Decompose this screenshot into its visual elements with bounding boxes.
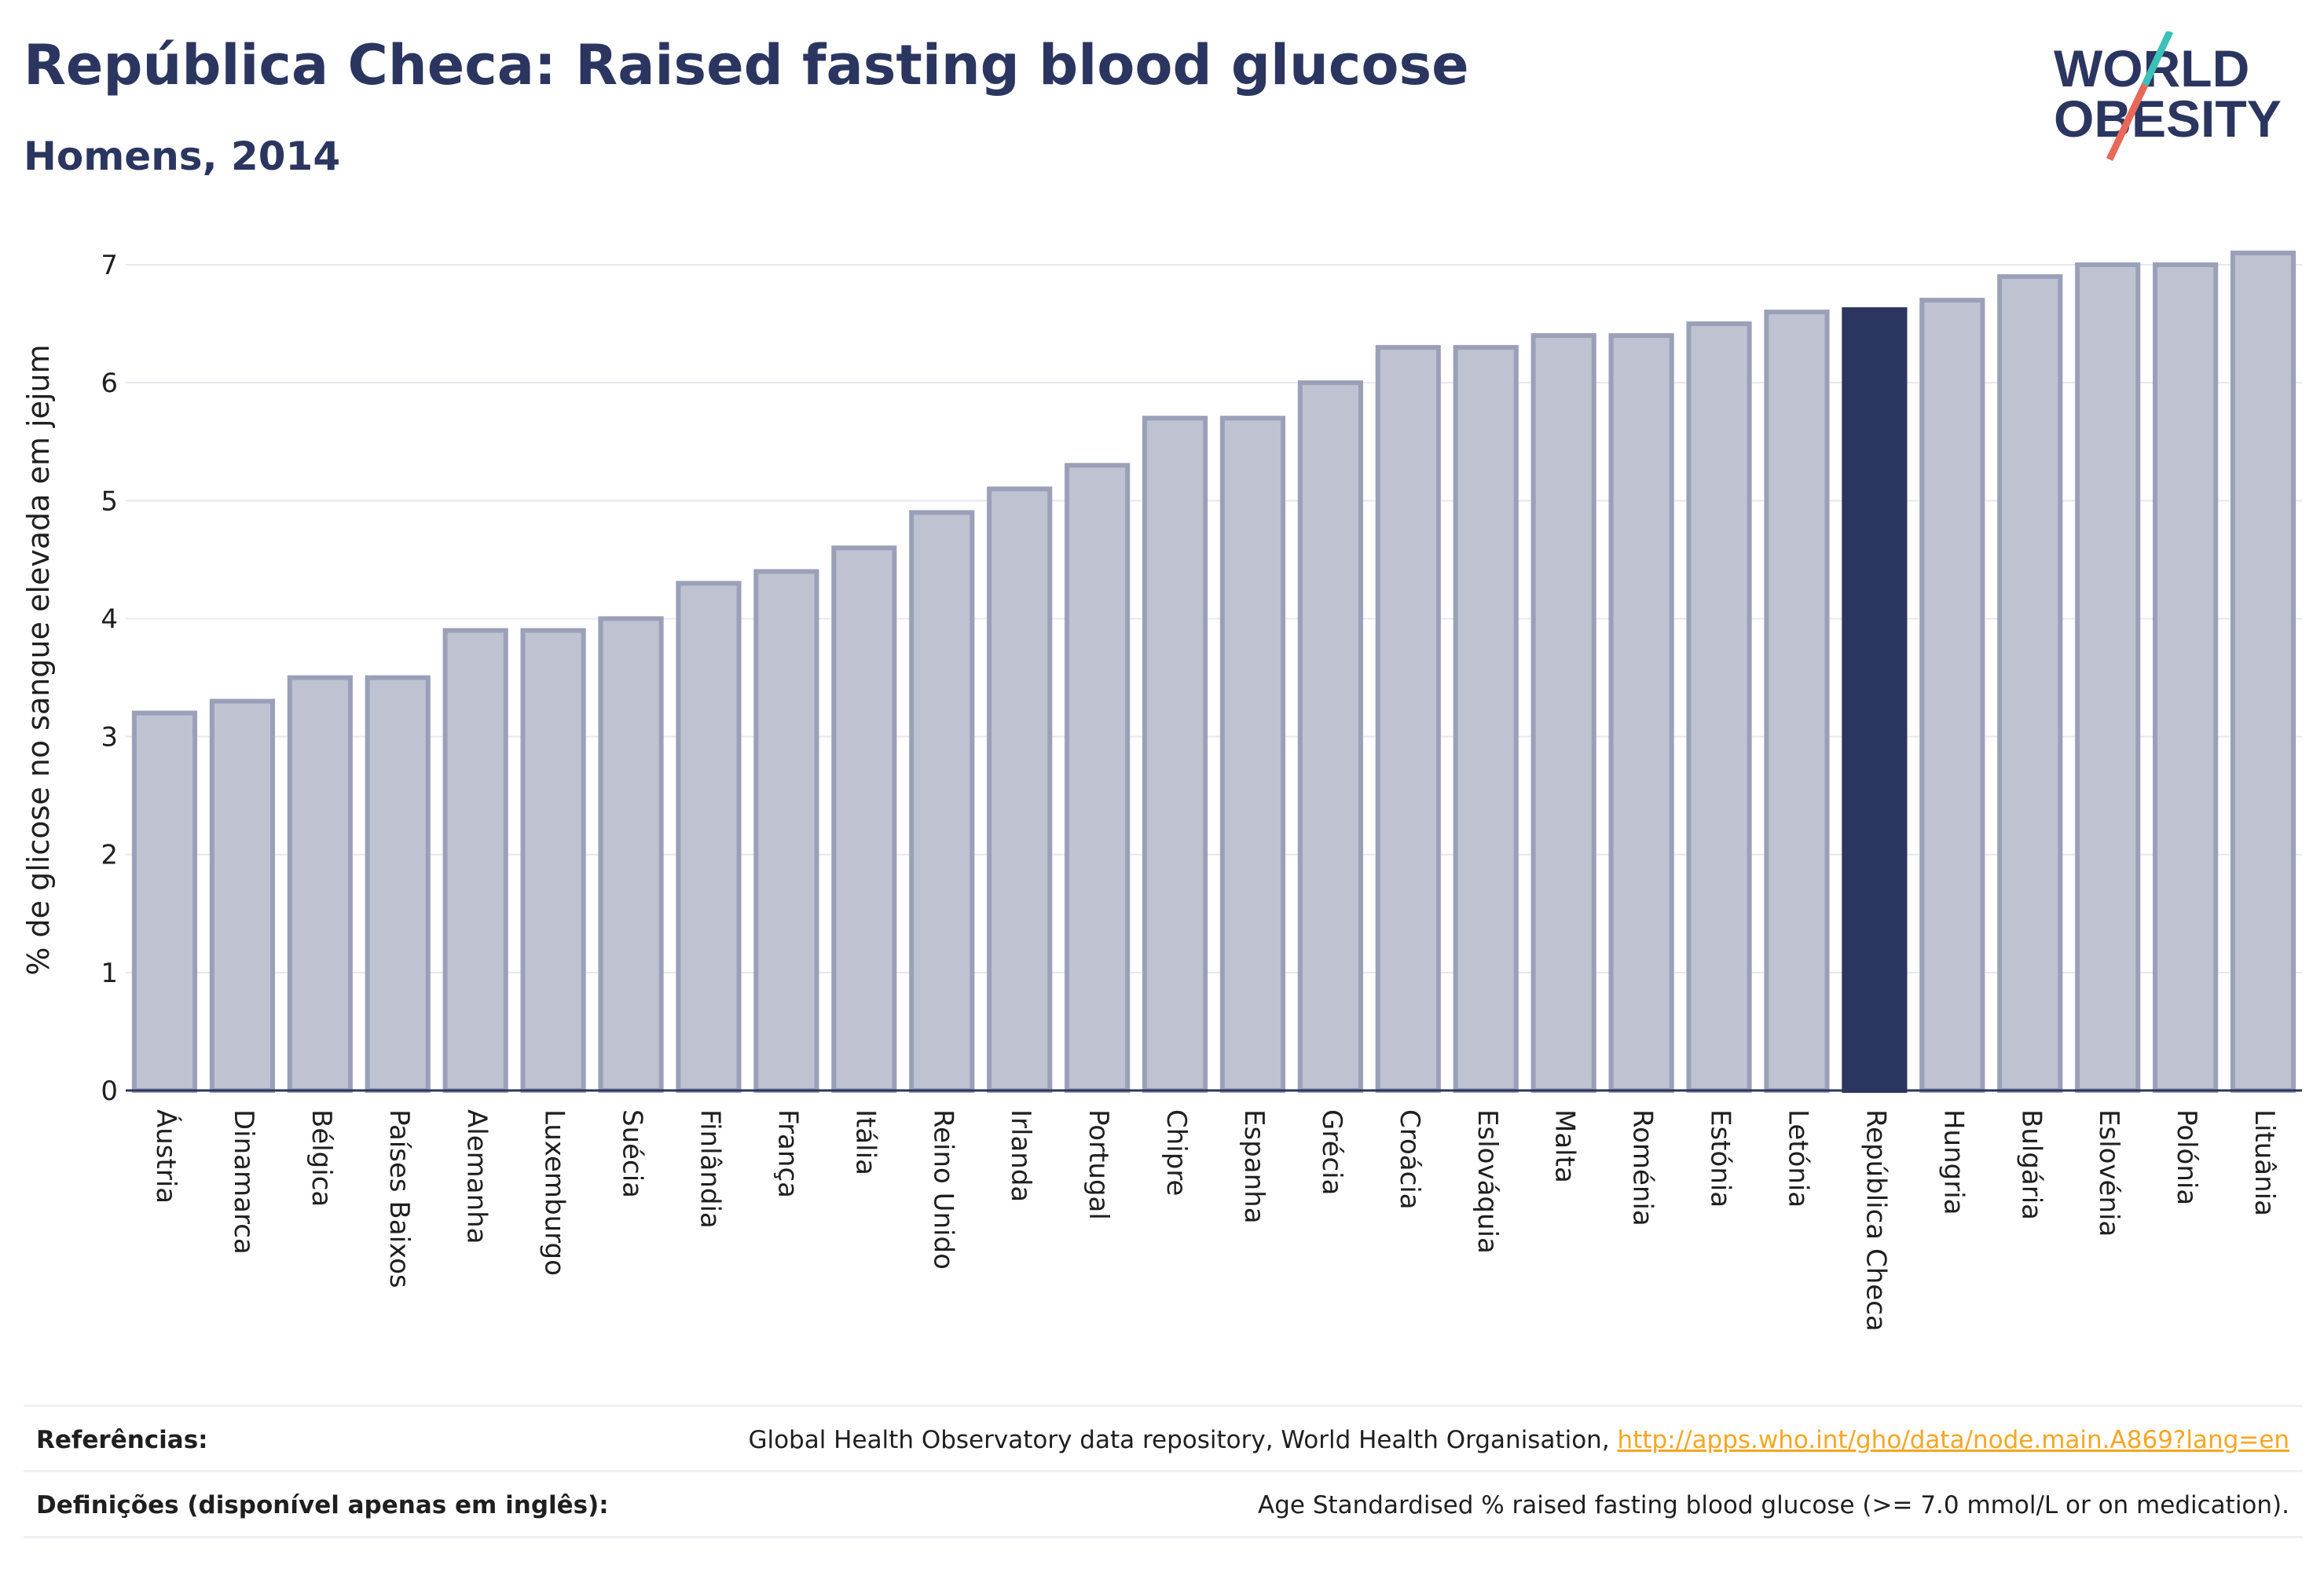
x-axis-ticks: Áustria Dinamarca Bélgica Países Baixos Alem… xyxy=(150,1109,2280,1332)
x-tick-label: Finlândia xyxy=(694,1109,725,1229)
x-tick-label: Suécia xyxy=(617,1109,648,1198)
bar-república-checa xyxy=(1842,307,1908,1093)
y-tick-label: 4 xyxy=(101,603,118,635)
bar-espanha xyxy=(1219,416,1286,1093)
world-obesity-logo: WORLD OBESITY xyxy=(2054,31,2282,161)
bar-chart: 0 1 2 3 4 5 6 7 Áustria Dinamarca Bélgica Países B… xyxy=(21,250,2302,1332)
x-tick-label: Letónia xyxy=(1782,1109,1813,1208)
y-tick-label: 6 xyxy=(101,368,118,399)
bar-frança xyxy=(753,569,819,1093)
x-tick-label: Espanha xyxy=(1238,1109,1270,1224)
bars xyxy=(131,251,2297,1094)
bar-itália xyxy=(831,545,897,1093)
x-tick-label: Polónia xyxy=(2171,1109,2202,1205)
bar-hungria xyxy=(1919,298,1985,1093)
references-value: Global Health Observatory data repositor… xyxy=(748,1426,2289,1454)
bar-estónia xyxy=(1686,321,1752,1093)
y-axis-label: % de glicose no sangue elevada em jejum xyxy=(21,344,56,975)
chart-subtitle: Homens, 2014 xyxy=(24,134,341,179)
x-tick-label: França xyxy=(772,1109,803,1198)
references-bottom-divider xyxy=(24,1536,2302,1538)
x-tick-label: Estónia xyxy=(1705,1109,1736,1208)
x-tick-label: Eslováquia xyxy=(1472,1109,1503,1254)
bar-áustria xyxy=(131,710,198,1093)
references-row: Referências: Global Health Observatory d… xyxy=(24,1405,2302,1470)
x-tick-label: Dinamarca xyxy=(228,1109,259,1255)
y-tick-label: 0 xyxy=(101,1076,118,1107)
bar-croácia xyxy=(1375,345,1441,1094)
bar-dinamarca xyxy=(209,698,275,1094)
bar-portugal xyxy=(1065,463,1131,1093)
x-tick-label: Portugal xyxy=(1083,1109,1114,1220)
bar-letónia xyxy=(1764,310,1830,1093)
x-tick-label: Grécia xyxy=(1316,1109,1347,1195)
x-tick-label: Bulgária xyxy=(2015,1109,2047,1220)
definitions-row: Definições (disponível apenas em inglês)… xyxy=(24,1470,2302,1535)
y-tick-label: 2 xyxy=(101,840,118,871)
references-label: Referências: xyxy=(36,1426,208,1454)
logo-slash-bottom xyxy=(2106,83,2149,161)
logo-slash-top xyxy=(2141,31,2174,86)
logo-line-obesity: OBESITY xyxy=(2054,90,2282,148)
bar-reino-unido xyxy=(909,510,975,1093)
x-tick-label: Áustria xyxy=(150,1109,182,1204)
y-tick-label: 5 xyxy=(101,486,118,517)
bar-finlândia xyxy=(676,581,742,1093)
x-tick-label: Irlanda xyxy=(1005,1109,1036,1202)
chart-title: República Checa: Raised fasting blood gl… xyxy=(24,33,1469,97)
bar-países-baixos xyxy=(365,675,431,1093)
definitions-label: Definições (disponível apenas em inglês)… xyxy=(36,1491,609,1519)
x-tick-label: Itália xyxy=(849,1109,881,1175)
x-tick-label: Croácia xyxy=(1394,1109,1425,1210)
x-tick-label: Hungria xyxy=(1937,1109,1969,1215)
bar-lituânia xyxy=(2230,251,2297,1094)
bar-eslovénia xyxy=(2075,262,2141,1093)
x-tick-label: Roménia xyxy=(1627,1109,1659,1226)
x-tick-label: Chipre xyxy=(1160,1109,1192,1196)
x-tick-label: República Checa xyxy=(1860,1109,1891,1332)
references-link[interactable]: http://apps.who.int/gho/data/node.main.A… xyxy=(1617,1426,2289,1454)
x-tick-label: Bélgica xyxy=(306,1109,337,1207)
bar-polónia xyxy=(2153,262,2219,1093)
x-tick-label: Países Baixos xyxy=(383,1109,415,1288)
bar-irlanda xyxy=(987,486,1053,1093)
bar-eslováquia xyxy=(1453,345,1519,1094)
references-text: Global Health Observatory data repositor… xyxy=(748,1426,1618,1454)
x-tick-label: Alemanha xyxy=(461,1109,493,1244)
x-tick-label: Lituânia xyxy=(2249,1109,2280,1216)
bar-luxemburgo xyxy=(520,628,586,1093)
x-tick-label: Luxemburgo xyxy=(539,1109,570,1276)
bar-grécia xyxy=(1297,380,1363,1093)
y-axis-ticks: 0 1 2 3 4 5 6 7 xyxy=(101,250,118,1107)
y-tick-label: 3 xyxy=(101,722,118,753)
bar-malta xyxy=(1530,333,1596,1093)
y-tick-label: 1 xyxy=(101,958,118,989)
x-tick-label: Eslovénia xyxy=(2093,1109,2124,1237)
bar-chipre xyxy=(1142,416,1208,1093)
bar-bélgica xyxy=(287,675,353,1093)
bar-suécia xyxy=(598,616,664,1093)
x-tick-label: Malta xyxy=(1549,1109,1581,1183)
bar-roménia xyxy=(1608,333,1674,1093)
bar-alemanha xyxy=(442,628,508,1093)
bar-bulgária xyxy=(1997,274,2063,1093)
y-tick-label: 7 xyxy=(101,250,118,281)
x-tick-label: Reino Unido xyxy=(927,1109,959,1270)
definitions-value: Age Standardised % raised fasting blood … xyxy=(1258,1491,2289,1519)
